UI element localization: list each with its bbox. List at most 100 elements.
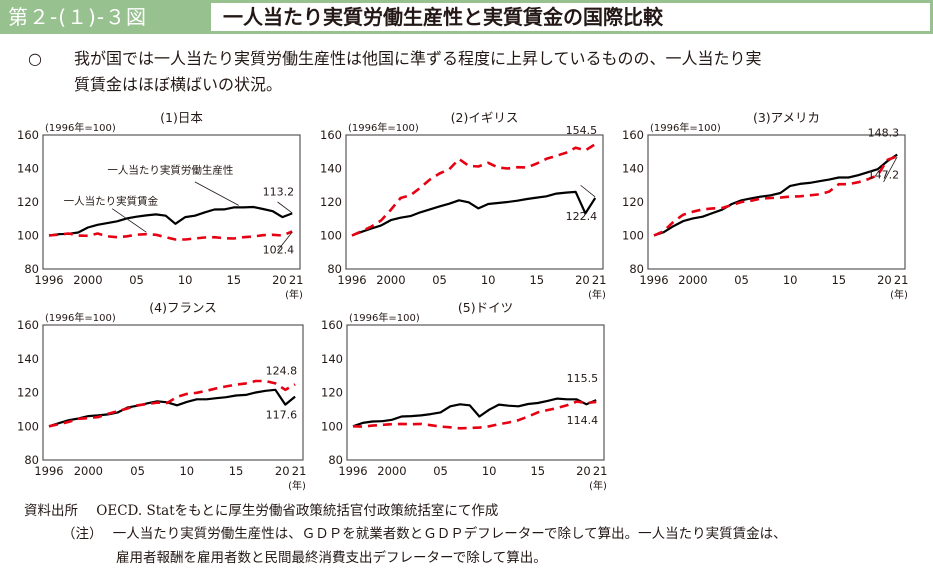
x-tick-label: 21 bbox=[592, 273, 607, 287]
figure-title: 一人当たり実質労働生産性と実質賃金の国際比較 bbox=[211, 3, 930, 31]
x-tick-label: 05 bbox=[432, 273, 447, 287]
chart-title: (4)フランス bbox=[149, 300, 216, 315]
y-tick-label: 80 bbox=[24, 453, 39, 467]
annotation-arrow bbox=[194, 181, 239, 206]
source-note: 資料出所 OECD. Statをもとに厚生労働省政策統括官付政策統括室にて作成 bbox=[24, 499, 498, 519]
y-tick-label: 80 bbox=[328, 453, 343, 467]
plot-frame bbox=[647, 134, 906, 270]
y-tick-label: 100 bbox=[17, 229, 39, 243]
plot-frame bbox=[42, 324, 304, 461]
plot-frame bbox=[346, 324, 605, 461]
annotation-arrow bbox=[277, 201, 293, 214]
x-tick-label: 21 bbox=[289, 273, 304, 287]
y-tick-label: 100 bbox=[622, 229, 644, 243]
x-unit-label: (年) bbox=[890, 288, 908, 301]
productivity-line bbox=[48, 205, 293, 237]
x-tick-label: 15 bbox=[226, 273, 241, 287]
x-tick-label: 10 bbox=[482, 464, 497, 478]
end-value-label-wage: 114.4 bbox=[567, 414, 599, 427]
y-tick-label: 140 bbox=[17, 352, 39, 366]
x-tick-label: 2000 bbox=[678, 273, 707, 287]
chart-panel-1: (1)日本 (1996年=100) 80 100 120 140 160 1996 2000 05… bbox=[17, 110, 303, 301]
x-unit-label: (年) bbox=[588, 288, 606, 301]
x-tick-label: 10 bbox=[178, 273, 193, 287]
annotation-wage: 一人当たり実質賃金 bbox=[64, 195, 159, 208]
y-tick-label: 140 bbox=[622, 162, 644, 176]
x-tick-label: 1996 bbox=[337, 273, 366, 287]
unit-note: (1996年=100) bbox=[349, 311, 420, 324]
summary: ○ 我が国では一人当たり実質労働生産性は他国に準ずる程度に上昇しているものの、一人… bbox=[28, 46, 918, 98]
x-tick-label: 2000 bbox=[73, 273, 102, 287]
annotation-arrow bbox=[883, 156, 898, 183]
y-tick-label: 140 bbox=[320, 162, 342, 176]
end-value-label-wage: 147.2 bbox=[868, 168, 900, 181]
x-tick-label: 1996 bbox=[639, 273, 668, 287]
x-tick-label: 1996 bbox=[34, 464, 63, 478]
unit-note: (1996年=100) bbox=[650, 121, 721, 134]
y-tick-label: 100 bbox=[17, 419, 39, 433]
y-tick-label: 120 bbox=[320, 195, 342, 209]
chart-title: (3)アメリカ bbox=[753, 110, 820, 125]
x-tick-label: 21 bbox=[894, 273, 909, 287]
productivity-line bbox=[351, 190, 597, 237]
productivity-line bbox=[48, 388, 296, 428]
x-tick-label: 10 bbox=[783, 273, 798, 287]
annotation-productivity: 一人当たり実質労働生産性 bbox=[107, 164, 233, 177]
chart-title: (1)日本 bbox=[160, 110, 203, 125]
annotation-arrow bbox=[111, 208, 147, 233]
y-tick-label: 80 bbox=[24, 262, 39, 276]
x-unit-label: (年) bbox=[589, 479, 607, 492]
x-tick-label: 15 bbox=[229, 464, 244, 478]
source-label: 資料出所 bbox=[24, 503, 78, 519]
y-tick-label: 160 bbox=[321, 318, 343, 332]
y-tick-label: 120 bbox=[17, 195, 39, 209]
y-tick-label: 80 bbox=[327, 262, 342, 276]
summary-bullet: ○ bbox=[28, 49, 42, 68]
x-tick-label: 05 bbox=[734, 273, 749, 287]
annotation-arrow bbox=[580, 184, 596, 198]
y-tick-label: 120 bbox=[321, 386, 343, 400]
x-tick-label: 2000 bbox=[376, 273, 405, 287]
x-tick-label: 05 bbox=[129, 273, 144, 287]
y-tick-label: 80 bbox=[629, 262, 644, 276]
x-tick-label: 15 bbox=[529, 273, 544, 287]
y-tick-label: 100 bbox=[321, 419, 343, 433]
unit-note: (1996年=100) bbox=[45, 121, 116, 134]
note-line-2: 雇用者報酬を雇用者数と民間最終消費支出デフレーターで除して算出。 bbox=[116, 550, 547, 566]
end-value-label-productivity: 115.5 bbox=[567, 372, 599, 385]
summary-line-2: 質賃金はほぼ横ばいの状況。 bbox=[74, 75, 283, 94]
unit-note: (1996年=100) bbox=[45, 311, 116, 324]
figure-title-box: 一人当たり実質労働生産性と実質賃金の国際比較 bbox=[208, 0, 933, 34]
x-tick-label: 20 bbox=[575, 273, 590, 287]
x-tick-label: 20 bbox=[272, 273, 287, 287]
x-tick-label: 2000 bbox=[377, 464, 406, 478]
x-tick-label: 1996 bbox=[34, 273, 63, 287]
end-value-label-productivity: 113.2 bbox=[263, 185, 295, 198]
unit-note: (1996年=100) bbox=[348, 121, 419, 134]
summary-line-1: 我が国では一人当たり実質労働生産性は他国に準ずる程度に上昇しているものの、一人当… bbox=[74, 49, 762, 68]
y-tick-label: 160 bbox=[320, 128, 342, 142]
chart-panel-4: (4)フランス (1996年=100) 80 100 120 140 160 1996 2000… bbox=[17, 300, 306, 492]
wage-line bbox=[352, 400, 597, 430]
x-tick-label: 05 bbox=[433, 464, 448, 478]
chart-title: (5)ドイツ bbox=[458, 300, 513, 315]
x-tick-label: 20 bbox=[576, 464, 591, 478]
end-value-label-productivity: 117.6 bbox=[266, 409, 298, 422]
x-tick-label: 15 bbox=[530, 464, 545, 478]
x-tick-label: 05 bbox=[130, 464, 145, 478]
y-tick-label: 160 bbox=[17, 128, 39, 142]
wage-line bbox=[48, 230, 293, 241]
chart-title: (2)イギリス bbox=[451, 110, 519, 125]
y-tick-label: 120 bbox=[622, 195, 644, 209]
x-tick-label: 21 bbox=[292, 464, 307, 478]
productivity-line bbox=[653, 153, 898, 237]
x-tick-label: 21 bbox=[593, 464, 608, 478]
y-tick-label: 120 bbox=[17, 386, 39, 400]
end-value-label-productivity: 122.4 bbox=[566, 210, 598, 223]
chart-panel-3: (3)アメリカ (1996年=100) 80 100 120 140 160 1996 2000… bbox=[622, 110, 908, 301]
y-tick-label: 100 bbox=[320, 229, 342, 243]
figure-number: 第２-(１)-３図 bbox=[0, 0, 208, 34]
note-label: （注） bbox=[62, 526, 103, 542]
source-text: OECD. Statをもとに厚生労働省政策統括官付政策統括室にて作成 bbox=[96, 503, 499, 519]
